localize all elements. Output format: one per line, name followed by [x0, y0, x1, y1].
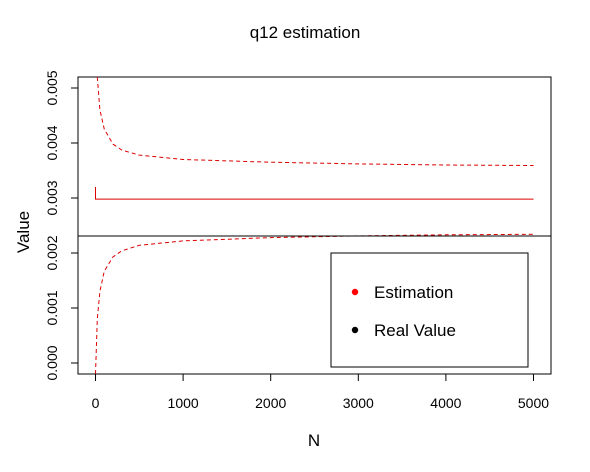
legend: Estimation Real Value	[330, 252, 529, 368]
y-axis-title: Value	[14, 211, 33, 253]
x-tick-label: 5000	[518, 395, 549, 411]
series-line-1	[96, 76, 534, 166]
y-tick-label: 0.001	[44, 290, 60, 325]
series-line-2	[95, 233, 534, 375]
x-axis-title: N	[308, 431, 320, 450]
x-tick-label: 2000	[255, 395, 286, 411]
legend-marker-estimation	[351, 288, 359, 296]
y-tick-label: 0.002	[44, 235, 60, 270]
y-tick-label: 0.004	[44, 125, 60, 160]
x-tick-label: 3000	[343, 395, 374, 411]
y-tick-label: 0.005	[44, 70, 60, 105]
legend-box	[330, 252, 529, 368]
x-tick-label: 0	[92, 395, 100, 411]
x-tick-label: 4000	[430, 395, 461, 411]
axes-layer: 0 1000 2000 3000 4000 5000 0.000 0.001 0.002 0.00…	[44, 70, 549, 411]
y-tick-label: 0.000	[44, 345, 60, 380]
legend-label-estimation: Estimation	[374, 283, 453, 302]
x-tick-label: 1000	[168, 395, 199, 411]
legend-label-real-value: Real Value	[374, 321, 456, 340]
y-tick-label: 0.003	[44, 180, 60, 215]
series-line-0	[95, 187, 534, 200]
legend-marker-real-value	[351, 326, 359, 334]
chart-title: q12 estimation	[250, 23, 361, 42]
plot-layer	[78, 76, 551, 375]
